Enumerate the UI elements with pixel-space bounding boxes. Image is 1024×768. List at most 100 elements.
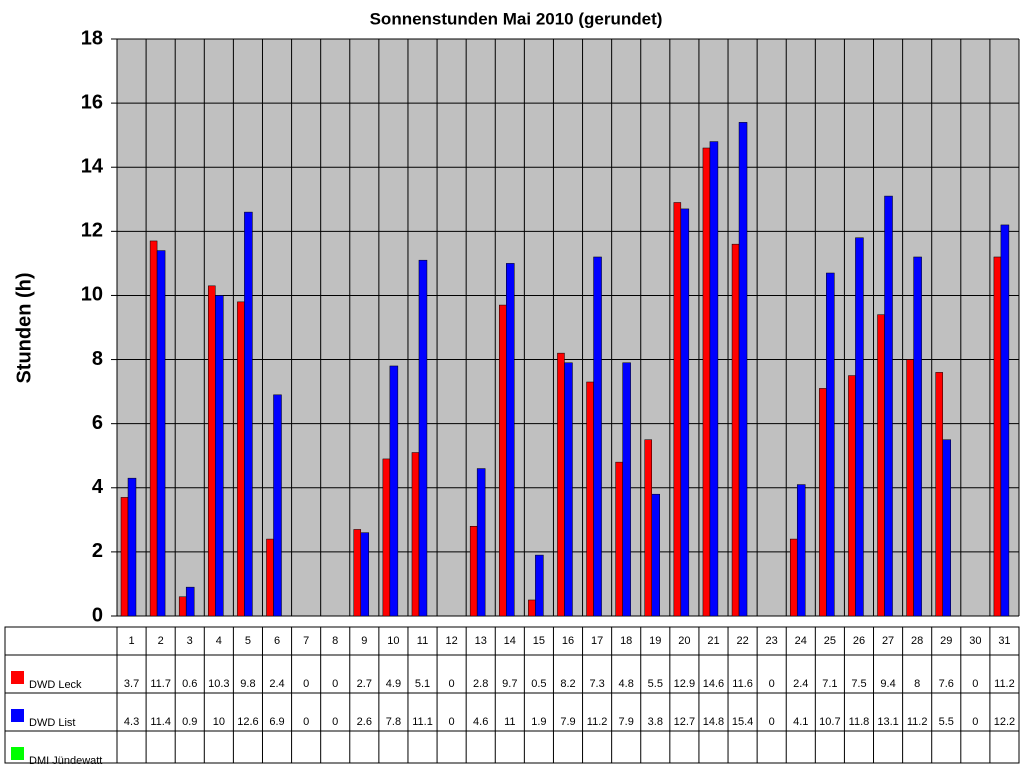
- x-tick-label: 5: [245, 635, 251, 647]
- table-value: 4.1: [793, 716, 808, 728]
- bar: [702, 147, 711, 617]
- legend-swatch: [11, 747, 24, 760]
- table-value: 2.8: [473, 678, 488, 690]
- bar: [819, 388, 827, 617]
- x-tick-label: 20: [678, 635, 690, 647]
- x-tick-label: 21: [707, 635, 719, 647]
- bar: [913, 256, 922, 617]
- bar: [709, 141, 719, 617]
- bar: [935, 372, 943, 617]
- x-tick-label: 31: [998, 635, 1010, 647]
- table-value: 15.4: [732, 716, 753, 728]
- bar: [738, 122, 748, 617]
- table-value: 8.2: [560, 678, 575, 690]
- bar: [942, 439, 951, 617]
- legend-swatch: [11, 709, 24, 722]
- x-tick-label: 4: [216, 635, 222, 647]
- table-value: 10: [213, 716, 225, 728]
- table-value: 7.3: [589, 678, 604, 690]
- bar: [673, 202, 682, 617]
- table-value: 0: [449, 678, 455, 690]
- table-value: 12.9: [674, 678, 695, 690]
- bar: [586, 381, 594, 617]
- x-tick-label: 27: [882, 635, 894, 647]
- y-tick-label: 0: [92, 604, 103, 626]
- table-value: 11.7: [150, 678, 171, 690]
- table-value: 7.9: [560, 716, 575, 728]
- y-axis-label: Stunden (h): [13, 272, 35, 383]
- bar: [476, 468, 486, 617]
- table-value: 1.9: [531, 716, 546, 728]
- table-value: 4.3: [124, 716, 139, 728]
- table-value: 9.4: [880, 678, 895, 690]
- table-value: 7.1: [822, 678, 837, 690]
- y-tick-label: 8: [92, 348, 103, 370]
- table-value: 0: [332, 678, 338, 690]
- table-value: 8: [914, 678, 920, 690]
- x-tick-label: 17: [591, 635, 603, 647]
- y-tick-label: 12: [81, 220, 103, 242]
- table-value: 0.9: [182, 716, 197, 728]
- bar: [244, 211, 253, 617]
- bar: [680, 208, 690, 617]
- table-value: 11.1: [412, 716, 433, 728]
- x-tick-label: 7: [303, 635, 309, 647]
- bar: [622, 362, 631, 617]
- bar: [411, 452, 420, 617]
- table-value: 14.8: [703, 716, 724, 728]
- x-tick-label: 13: [475, 635, 487, 647]
- bar: [789, 538, 798, 617]
- data-table: [4, 626, 1020, 764]
- table-value: 12.2: [994, 716, 1015, 728]
- x-tick-label: 14: [504, 635, 516, 647]
- table-value: 6.9: [269, 716, 284, 728]
- table-value: 0: [303, 716, 309, 728]
- bar: [644, 439, 652, 617]
- x-tick-label: 23: [766, 635, 778, 647]
- bar: [884, 195, 893, 617]
- bar: [237, 301, 245, 617]
- x-tick-label: 16: [562, 635, 574, 647]
- table-value: 7.6: [939, 678, 954, 690]
- x-tick-label: 30: [969, 635, 981, 647]
- bar: [993, 256, 1002, 617]
- bar: [855, 237, 864, 617]
- table-value: 2.4: [793, 678, 808, 690]
- bar: [877, 314, 885, 617]
- bar: [615, 461, 623, 617]
- x-tick-label: 24: [795, 635, 807, 647]
- x-tick-label: 22: [736, 635, 748, 647]
- table-value: 4.8: [619, 678, 634, 690]
- legend-label: DMI Jündewatt: [29, 755, 102, 767]
- bar: [499, 304, 507, 617]
- table-value: 0.6: [182, 678, 197, 690]
- table-value: 5.5: [939, 716, 954, 728]
- bar: [1000, 224, 1010, 617]
- bar: [564, 362, 573, 617]
- table-value: 9.8: [240, 678, 255, 690]
- table-value: 0: [972, 716, 978, 728]
- x-tick-label: 6: [274, 635, 280, 647]
- x-tick-label: 10: [387, 635, 399, 647]
- x-tick-label: 8: [332, 635, 338, 647]
- bar: [149, 240, 158, 617]
- table-value: 7.5: [851, 678, 866, 690]
- bar: [185, 586, 195, 617]
- table-value: 12.7: [674, 716, 695, 728]
- bar: [208, 285, 216, 617]
- bar: [535, 554, 544, 617]
- table-value: 3.8: [648, 716, 663, 728]
- table-value: 11.8: [849, 716, 870, 728]
- bar: [528, 599, 536, 617]
- y-tick-label: 6: [92, 412, 103, 434]
- y-tick-label: 4: [92, 476, 104, 498]
- x-tick-label: 28: [911, 635, 923, 647]
- y-tick-label: 2: [92, 540, 103, 562]
- table-value: 13.1: [877, 716, 898, 728]
- bar: [593, 256, 602, 617]
- bar: [360, 532, 370, 617]
- table-value: 2.7: [357, 678, 372, 690]
- table-value: 10.7: [819, 716, 840, 728]
- bar: [848, 375, 856, 617]
- legend-label: DWD Leck: [29, 679, 82, 691]
